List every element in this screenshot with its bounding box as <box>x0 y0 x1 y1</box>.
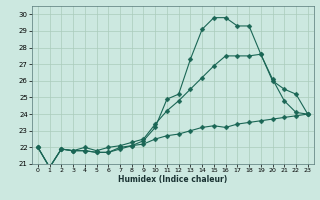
X-axis label: Humidex (Indice chaleur): Humidex (Indice chaleur) <box>118 175 228 184</box>
